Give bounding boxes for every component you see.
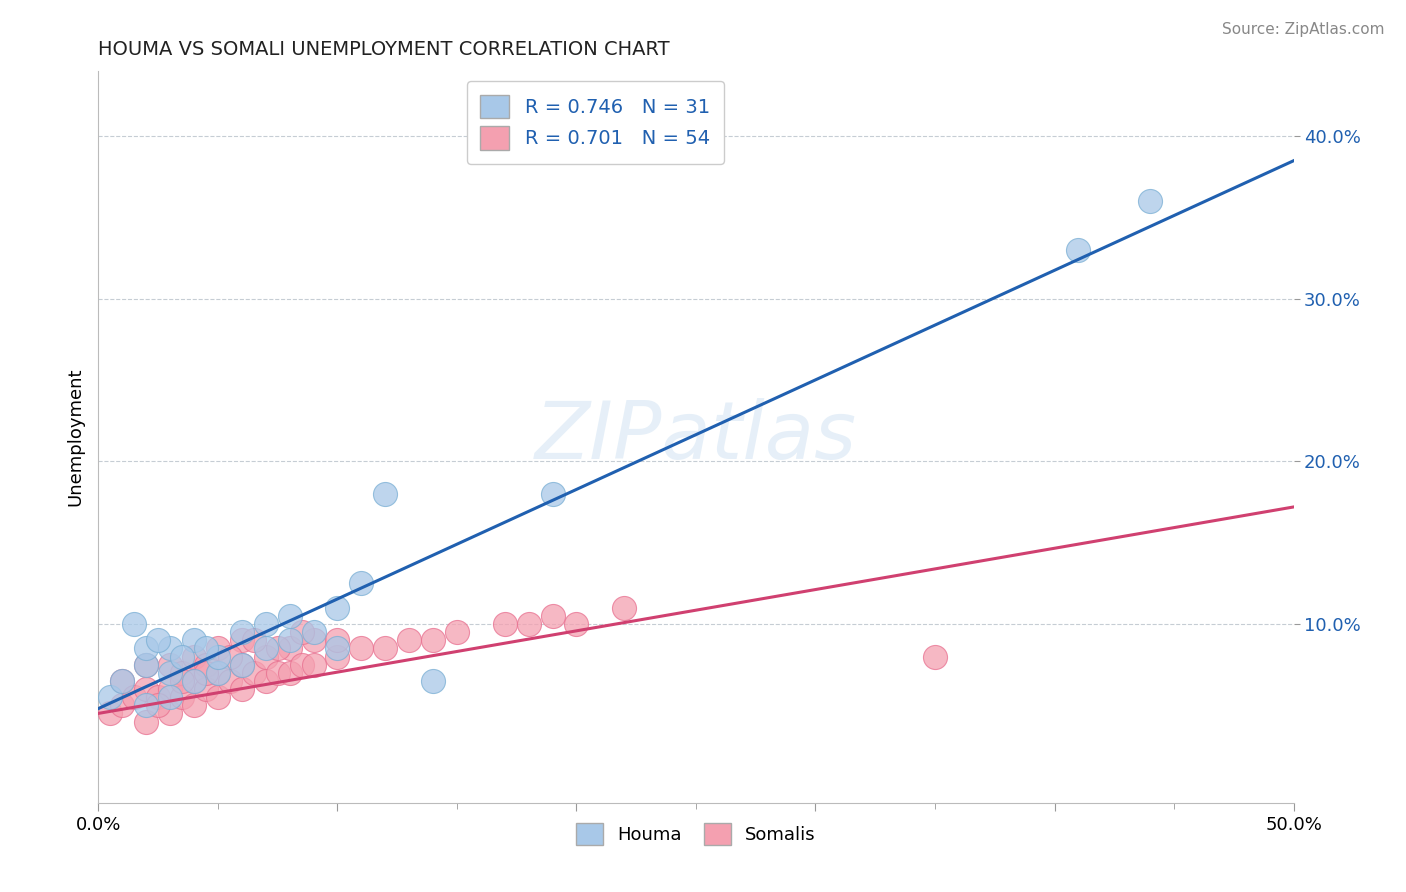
Point: [565, 617, 588, 632]
Point: [278, 633, 301, 648]
Point: [111, 673, 134, 688]
Point: [98, 690, 122, 705]
Point: [183, 633, 205, 648]
Point: [302, 657, 325, 672]
Point: [231, 681, 253, 696]
Point: [326, 649, 349, 664]
Point: [398, 633, 420, 648]
Point: [159, 657, 181, 672]
Point: [541, 608, 564, 623]
Point: [135, 681, 157, 696]
Point: [124, 690, 146, 705]
Point: [254, 649, 277, 664]
Point: [254, 673, 277, 688]
Point: [278, 608, 301, 623]
Point: [195, 665, 218, 680]
Point: [541, 487, 564, 501]
Point: [231, 657, 253, 672]
Point: [124, 617, 146, 632]
Point: [111, 698, 134, 713]
Point: [1139, 194, 1161, 209]
Point: [159, 681, 181, 696]
Point: [326, 641, 349, 656]
Point: [159, 690, 181, 705]
Point: [135, 698, 157, 713]
Point: [148, 698, 170, 713]
Point: [1067, 243, 1090, 257]
Point: [111, 673, 134, 688]
Point: [243, 665, 266, 680]
Point: [207, 641, 229, 656]
Y-axis label: Unemployment: Unemployment: [66, 368, 84, 507]
Point: [446, 625, 468, 640]
Point: [98, 706, 122, 721]
Point: [517, 617, 540, 632]
Point: [207, 690, 229, 705]
Point: [135, 641, 157, 656]
Point: [219, 673, 242, 688]
Point: [326, 633, 349, 648]
Point: [135, 714, 157, 729]
Point: [159, 706, 181, 721]
Point: [254, 641, 277, 656]
Point: [613, 600, 636, 615]
Point: [183, 673, 205, 688]
Point: [254, 617, 277, 632]
Point: [278, 665, 301, 680]
Point: [302, 633, 325, 648]
Point: [172, 665, 194, 680]
Point: [172, 649, 194, 664]
Point: [172, 690, 194, 705]
Text: HOUMA VS SOMALI UNEMPLOYMENT CORRELATION CHART: HOUMA VS SOMALI UNEMPLOYMENT CORRELATION…: [98, 39, 671, 59]
Point: [207, 649, 229, 664]
Text: ZIPatlas: ZIPatlas: [534, 398, 858, 476]
Point: [219, 649, 242, 664]
Point: [291, 625, 314, 640]
Text: Source: ZipAtlas.com: Source: ZipAtlas.com: [1222, 22, 1385, 37]
Point: [231, 633, 253, 648]
Point: [291, 657, 314, 672]
Point: [350, 641, 373, 656]
Point: [350, 576, 373, 591]
Point: [207, 665, 229, 680]
Point: [148, 690, 170, 705]
Point: [326, 600, 349, 615]
Point: [494, 617, 516, 632]
Point: [243, 633, 266, 648]
Point: [924, 649, 946, 664]
Point: [374, 487, 396, 501]
Point: [159, 641, 181, 656]
Point: [278, 641, 301, 656]
Point: [302, 625, 325, 640]
Point: [195, 681, 218, 696]
Point: [183, 649, 205, 664]
Point: [422, 673, 444, 688]
Legend: Houma, Somalis: Houma, Somalis: [561, 809, 831, 860]
Point: [374, 641, 396, 656]
Point: [172, 673, 194, 688]
Point: [135, 657, 157, 672]
Point: [135, 657, 157, 672]
Point: [159, 665, 181, 680]
Point: [267, 641, 290, 656]
Point: [207, 665, 229, 680]
Point: [195, 657, 218, 672]
Point: [267, 665, 290, 680]
Point: [195, 641, 218, 656]
Point: [231, 657, 253, 672]
Point: [148, 633, 170, 648]
Point: [422, 633, 444, 648]
Point: [183, 673, 205, 688]
Point: [231, 625, 253, 640]
Point: [183, 698, 205, 713]
